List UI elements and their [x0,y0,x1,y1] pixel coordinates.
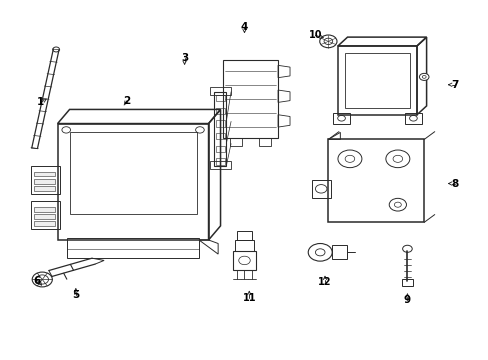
Bar [332,113,349,123]
Bar [258,138,270,147]
Bar [232,251,256,270]
Bar [215,158,224,165]
Bar [34,171,55,176]
Bar [214,92,226,166]
Text: 12: 12 [318,277,331,287]
Text: 3: 3 [181,53,188,63]
Text: 6: 6 [34,275,41,285]
Bar [404,113,421,123]
Text: 9: 9 [403,295,410,305]
Circle shape [402,245,411,252]
Circle shape [419,73,428,80]
Bar [215,146,224,152]
Bar [401,279,412,286]
Text: 7: 7 [451,80,458,90]
Bar [230,138,242,147]
Bar [209,161,231,170]
Text: 8: 8 [451,179,458,189]
Bar [223,60,278,138]
Bar [34,186,55,190]
Text: 11: 11 [242,293,256,303]
Text: 10: 10 [308,30,322,40]
Bar [215,120,224,127]
Text: 4: 4 [240,22,248,32]
Text: 1: 1 [37,98,44,107]
Bar [215,133,224,139]
Bar [34,214,55,219]
Bar [31,201,60,229]
Bar [311,180,330,198]
Bar [237,231,251,240]
Bar [209,86,231,95]
Bar [215,95,224,101]
Bar [345,53,409,108]
Bar [337,46,416,115]
Bar [234,240,254,251]
Bar [69,132,196,213]
Bar [58,123,208,240]
Bar [31,166,60,194]
Bar [328,139,424,222]
Bar [331,245,346,259]
Bar [34,207,55,212]
Circle shape [53,47,60,52]
Bar [215,108,224,114]
Bar [34,221,55,226]
Text: 2: 2 [123,96,130,105]
Bar [67,238,199,258]
Bar [34,179,55,184]
Text: 5: 5 [72,290,79,300]
